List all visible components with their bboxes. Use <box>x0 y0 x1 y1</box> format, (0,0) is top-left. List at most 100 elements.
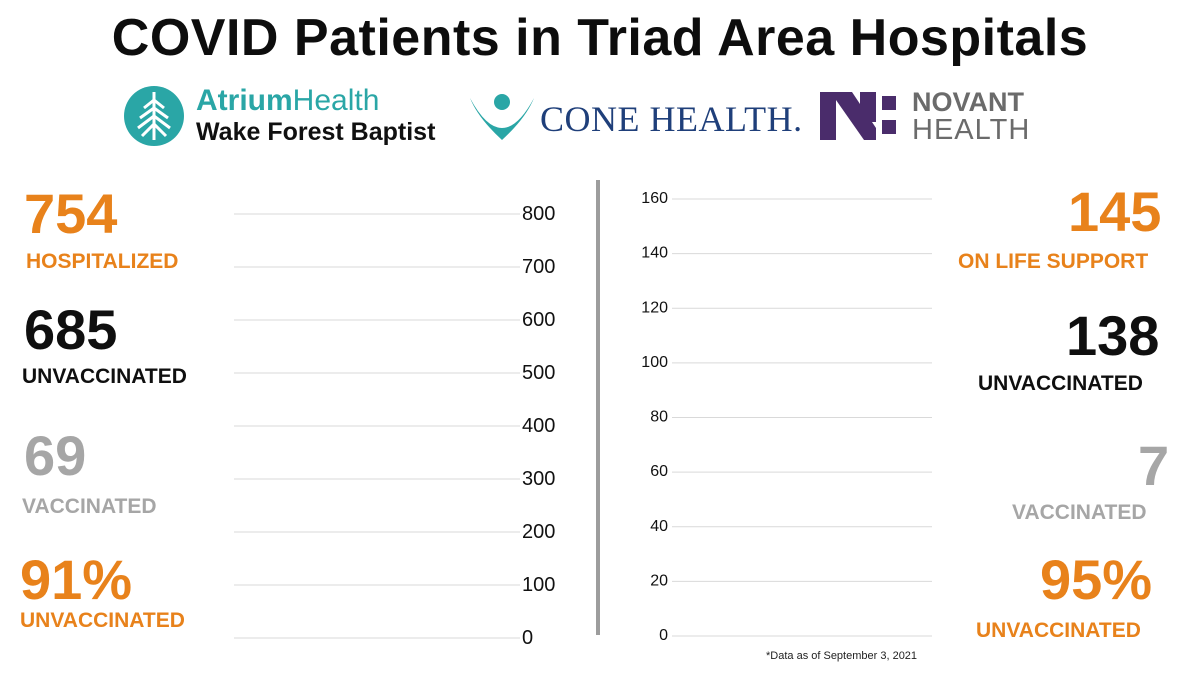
y-tick-label: 200 <box>522 521 555 543</box>
y-tick-label: 140 <box>641 245 668 262</box>
unvaccinated-person-icon <box>384 429 400 466</box>
unvaccinated-person-icon <box>384 534 400 571</box>
unvaccinated-person-icon <box>431 271 447 308</box>
unvaccinated-person-icon <box>408 534 424 571</box>
unvaccinated-person-icon <box>745 484 761 521</box>
unvaccinated-person-icon <box>384 376 400 413</box>
right-unvaccinated-label: UNVACCINATED <box>978 372 1143 395</box>
vaccinated-person-icon <box>745 213 761 250</box>
footnote: *Data as of September 3, 2021 <box>766 650 918 662</box>
unvaccinated-person-icon <box>361 481 377 518</box>
unvaccinated-person-icon <box>291 429 307 466</box>
unvaccinated-person-icon <box>769 322 785 359</box>
vaccinated-person-icon <box>721 213 737 250</box>
unvaccinated-person-icon <box>817 539 833 576</box>
unvaccinated-person-icon <box>245 586 261 623</box>
unvaccinated-person-icon <box>268 481 284 518</box>
unvaccinated-person-icon <box>793 484 809 521</box>
novant-logo-text: NOVANT HEALTH <box>912 87 1031 146</box>
life-support-label: ON LIFE SUPPORT <box>958 250 1149 273</box>
unvaccinated-person-icon <box>913 539 929 576</box>
life-support-number: 145 <box>1068 180 1162 243</box>
unvaccinated-person-icon <box>745 267 761 304</box>
unvaccinated-person-icon <box>291 324 307 361</box>
vaccinated-person-icon <box>454 271 470 308</box>
unvaccinated-person-icon <box>865 593 881 630</box>
unvaccinated-person-icon <box>817 593 833 630</box>
unvaccinated-person-icon <box>793 539 809 576</box>
unvaccinated-person-icon <box>745 593 761 630</box>
unvaccinated-person-icon <box>769 484 785 521</box>
unvaccinated-person-icon <box>793 593 809 630</box>
y-tick-label: 160 <box>641 190 668 207</box>
unvaccinated-person-icon <box>721 539 737 576</box>
unvaccinated-person-icon <box>338 481 354 518</box>
unvaccinated-person-icon <box>431 376 447 413</box>
unvaccinated-person-icon <box>338 429 354 466</box>
unvaccinated-person-icon <box>841 484 857 521</box>
unvaccinated-person-icon <box>889 593 905 630</box>
y-tick-label: 100 <box>641 354 668 371</box>
vaccinated-person-icon <box>268 219 284 256</box>
unvaccinated-person-icon <box>361 534 377 571</box>
left-unvaccinated-label: UNVACCINATED <box>22 365 187 388</box>
unvaccinated-person-icon <box>384 586 400 623</box>
unvaccinated-person-icon <box>338 534 354 571</box>
unvaccinated-person-icon <box>841 267 857 304</box>
vaccinated-person-icon <box>697 213 713 250</box>
unvaccinated-person-icon <box>291 376 307 413</box>
unvaccinated-person-icon <box>769 376 785 413</box>
unvaccinated-person-icon <box>913 322 929 359</box>
unvaccinated-person-icon <box>913 376 929 413</box>
unvaccinated-person-icon <box>865 322 881 359</box>
unvaccinated-person-icon <box>913 484 929 521</box>
unvaccinated-person-icon <box>268 429 284 466</box>
unvaccinated-person-icon <box>889 267 905 304</box>
unvaccinated-person-icon <box>314 271 330 308</box>
vaccinated-person-icon <box>291 219 307 256</box>
y-tick-label: 800 <box>522 203 555 225</box>
unvaccinated-person-icon <box>361 324 377 361</box>
hospitalized-label: HOSPITALIZED <box>26 250 179 273</box>
y-tick-label: 600 <box>522 309 555 331</box>
unvaccinated-person-icon <box>408 376 424 413</box>
unvaccinated-person-icon <box>841 376 857 413</box>
unvaccinated-person-icon <box>889 376 905 413</box>
unvaccinated-person-icon <box>745 430 761 467</box>
unvaccinated-person-icon <box>745 539 761 576</box>
tree-leaf-icon <box>124 86 184 146</box>
unvaccinated-person-icon <box>697 430 713 467</box>
unvaccinated-person-icon <box>431 481 447 518</box>
unvaccinated-person-icon <box>314 429 330 466</box>
unvaccinated-person-icon <box>408 429 424 466</box>
right-percent-label: UNVACCINATED <box>976 619 1141 642</box>
unvaccinated-person-icon <box>245 481 261 518</box>
unvaccinated-person-icon <box>841 430 857 467</box>
unvaccinated-person-icon <box>769 539 785 576</box>
unvaccinated-person-icon <box>865 539 881 576</box>
y-tick-label: 500 <box>522 362 555 384</box>
atrium-logo-subtext: Wake Forest Baptist <box>196 118 436 146</box>
unvaccinated-person-icon <box>384 481 400 518</box>
y-tick-label: 0 <box>659 627 668 644</box>
hospitalized-number: 754 <box>24 182 118 245</box>
cone-logo-text: CONE HEALTH. <box>540 99 803 139</box>
unvaccinated-person-icon <box>454 324 470 361</box>
unvaccinated-person-icon <box>245 324 261 361</box>
unvaccinated-person-icon <box>697 484 713 521</box>
unvaccinated-person-icon <box>408 271 424 308</box>
unvaccinated-person-icon <box>338 376 354 413</box>
unvaccinated-person-icon <box>314 586 330 623</box>
y-tick-label: 20 <box>650 572 668 589</box>
unvaccinated-person-icon <box>245 271 261 308</box>
unvaccinated-person-icon <box>268 324 284 361</box>
novant-n-icon <box>820 92 896 140</box>
right-percent-number: 95% <box>1040 548 1153 611</box>
unvaccinated-person-icon <box>889 322 905 359</box>
unvaccinated-person-icon <box>865 376 881 413</box>
y-tick-label: 40 <box>650 518 668 535</box>
y-tick-label: 400 <box>522 415 555 437</box>
unvaccinated-person-icon <box>338 324 354 361</box>
unvaccinated-person-icon <box>769 267 785 304</box>
vaccinated-person-icon <box>245 219 261 256</box>
